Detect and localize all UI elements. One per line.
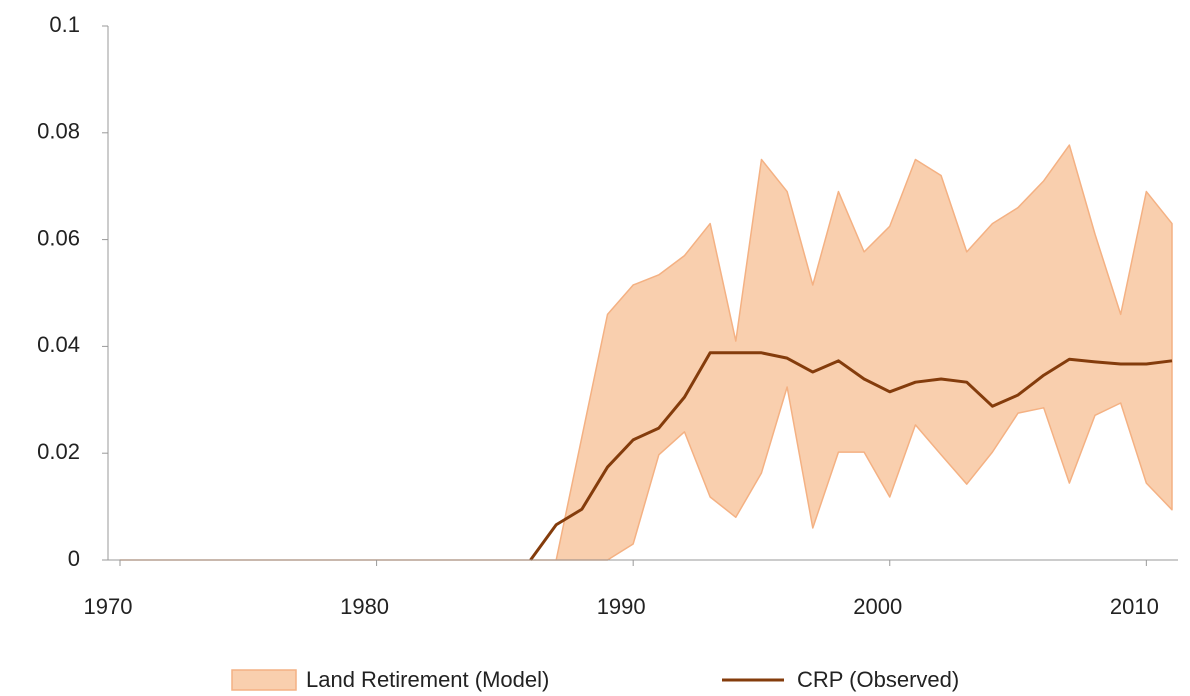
legend-label: Land Retirement (Model)	[306, 667, 549, 692]
x-tick-label: 1970	[84, 594, 133, 619]
y-tick-label: 0.08	[37, 119, 80, 144]
y-tick-label: 0.06	[37, 225, 80, 250]
y-tick-label: 0.02	[37, 439, 80, 464]
y-tick-label: 0.04	[37, 332, 80, 357]
x-tick-label: 2000	[853, 594, 902, 619]
x-tick-label: 2010	[1110, 594, 1159, 619]
legend-swatch	[231, 669, 297, 691]
y-tick-label: 0	[68, 546, 80, 571]
x-tick-label: 1990	[597, 594, 646, 619]
y-tick-label: 0.1	[49, 12, 80, 37]
data-line	[529, 351, 1173, 561]
x-tick-label: 1980	[340, 594, 389, 619]
range-band	[119, 144, 1173, 561]
legend-label: CRP (Observed)	[797, 667, 959, 692]
